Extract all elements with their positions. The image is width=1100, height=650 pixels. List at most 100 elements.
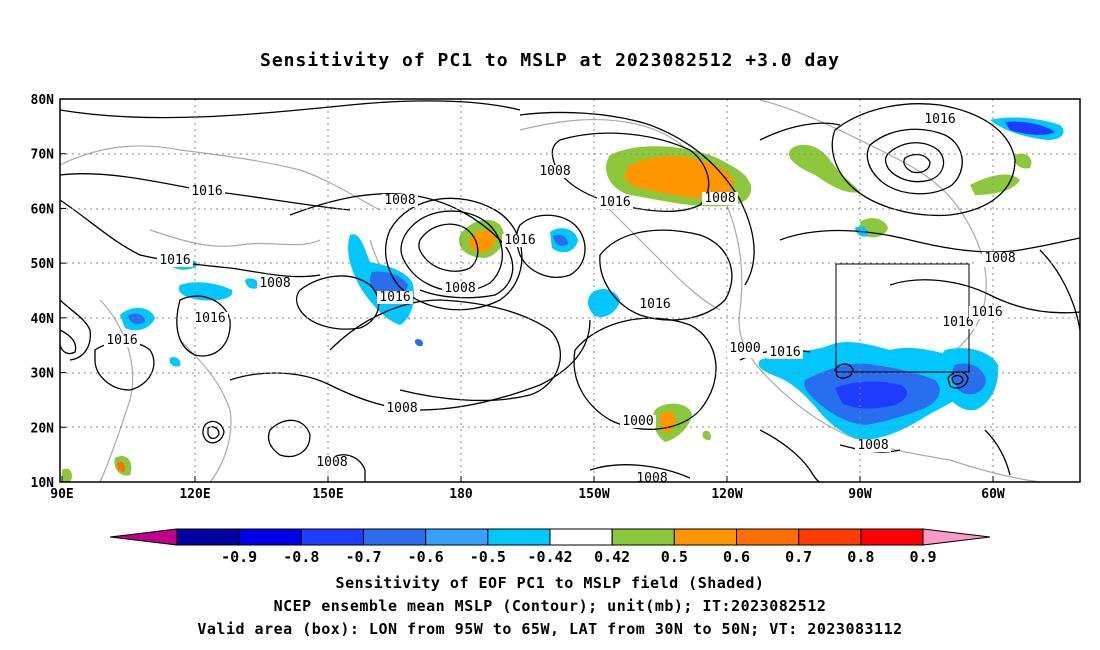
colorbar-labels: -0.9 -0.8 -0.7 -0.6 -0.5 -0.42 0.42 0.5 0.6 0.7 0.…: [221, 548, 936, 566]
contour-label: 1016: [769, 345, 800, 360]
lat-label: 80N: [31, 93, 55, 108]
contour-label-bg: [314, 456, 350, 469]
contour-label-bg: [969, 306, 1005, 319]
contour-label: 1000: [622, 414, 653, 429]
lat-label: 50N: [31, 257, 55, 272]
contour-label-bg: [637, 298, 673, 311]
contour-label-bg: [597, 196, 633, 209]
colorbar-bin: [300, 528, 365, 546]
contour-label: 1016: [106, 333, 137, 348]
colorbar-label: 0.9: [909, 548, 936, 566]
colorbar-label: -0.6: [408, 548, 444, 566]
contour-label: 1016: [379, 290, 410, 305]
contour-label: 1008: [704, 191, 735, 206]
contour-label-bg: [620, 415, 656, 428]
colorbar-label: -0.8: [283, 548, 319, 566]
colorbar-bin: [363, 528, 427, 546]
colorbar-bin: [798, 528, 862, 546]
longitude-labels: 90E 120E 150E 180 150W 120W 90W 60W: [50, 476, 1005, 502]
contour-labels: 1016100810081016101610081016100810161016…: [104, 112, 1018, 486]
colorbar-bin: [176, 528, 240, 546]
colorbar-label: 0.6: [723, 548, 750, 566]
contour-label-bg: [502, 234, 538, 247]
colorbar-bin: [549, 528, 613, 546]
lon-label: 120W: [711, 487, 742, 502]
lon-label: 150E: [312, 487, 343, 502]
colorbar-bin: [736, 528, 800, 546]
contour-label-bg: [189, 185, 225, 198]
contour-label: 1016: [504, 233, 535, 248]
contour-label: 1008: [316, 455, 347, 470]
lon-label: 120E: [179, 487, 210, 502]
contour-label-bg: [257, 277, 293, 290]
grid-lines: [60, 99, 1080, 482]
lat-label: 20N: [31, 421, 55, 436]
coastlines: [60, 99, 1041, 482]
lon-label: 90E: [50, 487, 73, 502]
colorbar-bin: [487, 528, 551, 546]
contour-label: 1008: [386, 401, 417, 416]
contour-label: 1008: [636, 471, 667, 486]
colorbar-label: -0.42: [527, 548, 572, 566]
lat-label: 30N: [31, 367, 55, 382]
colorbar-bin: [860, 528, 924, 546]
contour-label-bg: [104, 334, 140, 347]
map-title: Sensitivity of PC1 to MSLP at 2023082512…: [259, 50, 840, 71]
footer-line-3: Valid area (box): LON from 95W to 65W, L…: [197, 620, 903, 638]
contour-label-bg: [382, 194, 418, 207]
contour-label: 1016: [942, 315, 973, 330]
contour-label: 1016: [639, 297, 670, 312]
contour-label-bg: [982, 252, 1018, 265]
contour-label: 1008: [539, 164, 570, 179]
colorbar-min-arrow: [109, 528, 178, 546]
contour-label: 1016: [159, 253, 190, 268]
colorbar-label: -0.7: [345, 548, 381, 566]
contour-label: 1016: [924, 112, 955, 127]
contour-label-bg: [940, 316, 976, 329]
colorbar: [109, 528, 991, 546]
contour-label: 1016: [194, 311, 225, 326]
contour-label: 1008: [857, 438, 888, 453]
colorbar-label: 0.7: [785, 548, 812, 566]
contour-label-bg: [727, 342, 763, 355]
lon-label: 150W: [578, 487, 609, 502]
colorbar-max-arrow: [922, 528, 991, 546]
colorbar-bin: [673, 528, 737, 546]
colorbar-label: 0.8: [847, 548, 874, 566]
map-frame: [59, 98, 1081, 483]
contour-label-bg: [377, 291, 413, 304]
contour-label-bg: [192, 312, 228, 325]
contour-label-bg: [442, 282, 478, 295]
contour-label-bg: [384, 402, 420, 415]
lat-label: 70N: [31, 148, 55, 163]
contour-label: 1008: [444, 281, 475, 296]
contour-label: 1008: [984, 251, 1015, 266]
contour-label: 1016: [971, 305, 1002, 320]
colorbar-bin: [611, 528, 675, 546]
footer-line-1: Sensitivity of EOF PC1 to MSLP field (Sh…: [335, 574, 765, 592]
colorbar-label: 0.5: [661, 548, 688, 566]
contour-label-bg: [157, 254, 193, 267]
colorbar-label: -0.5: [470, 548, 506, 566]
contour-label-bg: [537, 165, 573, 178]
contour-label: 1008: [259, 276, 290, 291]
colorbar-bin: [425, 528, 489, 546]
footer-line-2: NCEP ensemble mean MSLP (Contour); unit(…: [273, 597, 827, 615]
lat-label: 60N: [31, 202, 55, 217]
colorbar-label: -0.9: [221, 548, 257, 566]
lon-label: 90W: [848, 487, 872, 502]
lat-label: 10N: [31, 476, 55, 491]
contour-label: 1008: [384, 193, 415, 208]
contour-label-bg: [767, 346, 803, 359]
contour-label-bg: [855, 439, 891, 452]
contour-label-bg: [922, 113, 958, 126]
lon-label: 60W: [981, 487, 1005, 502]
contour-label-bg: [702, 192, 738, 205]
contour-label: 1016: [599, 195, 630, 210]
lon-label: 180: [449, 487, 473, 502]
colorbar-bin: [238, 528, 302, 546]
contour-label: 1016: [191, 184, 222, 199]
contour-label: 1000: [729, 341, 760, 356]
lat-label: 40N: [31, 312, 55, 327]
